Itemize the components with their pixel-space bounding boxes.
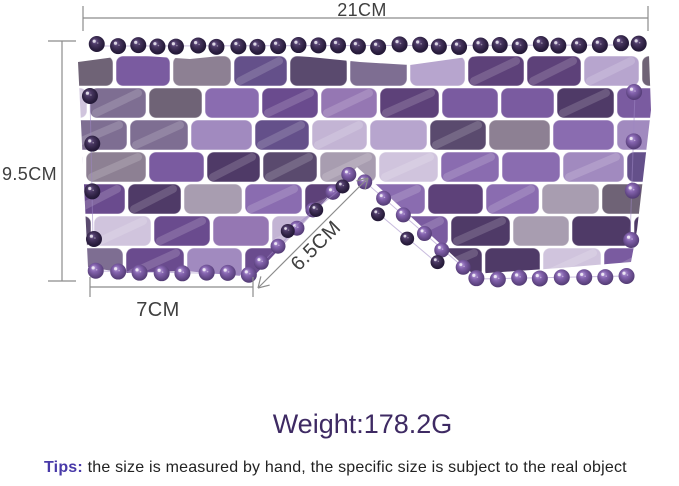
tips-body: the size is measured by hand, the specif… [82,459,627,476]
tips-prefix: Tips: [44,459,83,476]
tips-line: Tips: the size is measured by hand, the … [44,459,627,477]
weight-text: Weight:178.2G [272,409,453,439]
dim-bottom-width-label: 7CM [136,299,180,321]
dim-top-width-label: 21CM [337,0,387,20]
dim-left-height-label: 9.5CM [2,164,58,184]
